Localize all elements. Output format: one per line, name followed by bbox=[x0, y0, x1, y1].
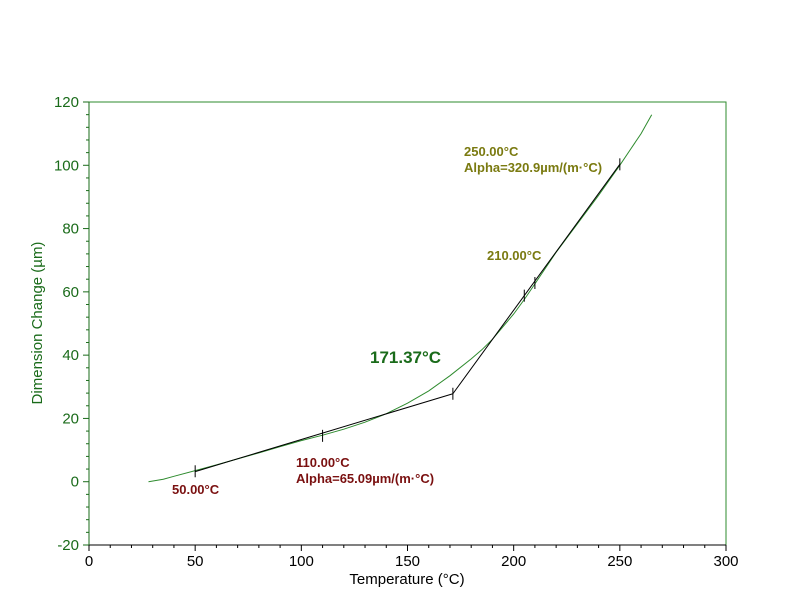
y-tick-label: 60 bbox=[62, 284, 79, 301]
y-tick-label: 120 bbox=[54, 94, 79, 111]
x-tick-label: 200 bbox=[501, 553, 526, 570]
annotation-high-start-temp: 210.00°C bbox=[487, 248, 542, 263]
annotation-high-alpha: Alpha=320.9µm/(m·°C) bbox=[464, 160, 602, 175]
x-tick-label: 50 bbox=[187, 553, 204, 570]
annotation-onset: 171.37°C bbox=[370, 348, 441, 367]
y-tick-label: 80 bbox=[62, 221, 79, 238]
y-tick-label: 0 bbox=[71, 474, 79, 491]
x-tick-label: 150 bbox=[395, 553, 420, 570]
tangent-line bbox=[452, 164, 621, 395]
markers bbox=[194, 158, 621, 478]
x-tick-label: 250 bbox=[607, 553, 632, 570]
x-tick-label: 100 bbox=[289, 553, 314, 570]
x-axis-title: Temperature (°C) bbox=[349, 571, 464, 588]
y-tick-label: 40 bbox=[62, 347, 79, 364]
y-tick-label: -20 bbox=[57, 537, 79, 554]
tangent-lines bbox=[195, 164, 621, 473]
annotation-high-end-temp: 250.00°C bbox=[464, 144, 519, 159]
x-tick-label: 300 bbox=[713, 553, 738, 570]
y-tick-label: 20 bbox=[62, 410, 79, 427]
x-ticks: 0 50 100 150 200 250 300 bbox=[85, 545, 739, 570]
annotation-low-start-temp: 50.00°C bbox=[172, 482, 220, 497]
tangent-line bbox=[195, 393, 454, 473]
y-tick-label: 100 bbox=[54, 157, 79, 174]
annotation-low-alpha: Alpha=65.09µm/(m·°C) bbox=[296, 471, 434, 486]
y-axis-title: Dimension Change (µm) bbox=[29, 242, 46, 405]
y-ticks: -20 0 20 40 60 80 100 120 bbox=[54, 94, 89, 554]
annotation-low-end-temp: 110.00°C bbox=[296, 455, 350, 470]
x-tick-label: 0 bbox=[85, 553, 93, 570]
